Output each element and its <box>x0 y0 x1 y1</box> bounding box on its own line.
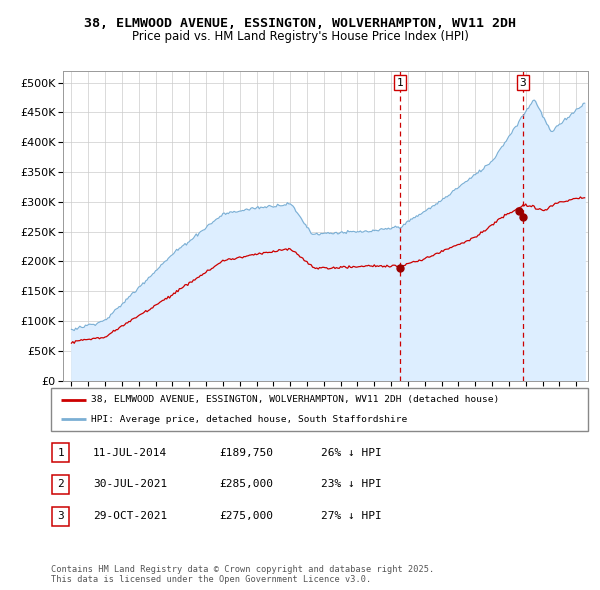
Text: £285,000: £285,000 <box>219 480 273 489</box>
Text: £189,750: £189,750 <box>219 448 273 457</box>
Text: 38, ELMWOOD AVENUE, ESSINGTON, WOLVERHAMPTON, WV11 2DH (detached house): 38, ELMWOOD AVENUE, ESSINGTON, WOLVERHAM… <box>91 395 500 404</box>
Text: HPI: Average price, detached house, South Staffordshire: HPI: Average price, detached house, Sout… <box>91 415 407 424</box>
Text: 29-OCT-2021: 29-OCT-2021 <box>93 512 167 521</box>
Text: 38, ELMWOOD AVENUE, ESSINGTON, WOLVERHAMPTON, WV11 2DH: 38, ELMWOOD AVENUE, ESSINGTON, WOLVERHAM… <box>84 17 516 30</box>
Text: 30-JUL-2021: 30-JUL-2021 <box>93 480 167 489</box>
Text: 1: 1 <box>57 448 64 457</box>
FancyBboxPatch shape <box>52 443 69 462</box>
Text: £275,000: £275,000 <box>219 512 273 521</box>
Text: 26% ↓ HPI: 26% ↓ HPI <box>321 448 382 457</box>
Text: 3: 3 <box>57 512 64 521</box>
Text: 1: 1 <box>397 78 403 88</box>
Text: Contains HM Land Registry data © Crown copyright and database right 2025.
This d: Contains HM Land Registry data © Crown c… <box>51 565 434 584</box>
Text: 2: 2 <box>57 480 64 489</box>
Text: 27% ↓ HPI: 27% ↓ HPI <box>321 512 382 521</box>
FancyBboxPatch shape <box>52 507 69 526</box>
Text: Price paid vs. HM Land Registry's House Price Index (HPI): Price paid vs. HM Land Registry's House … <box>131 30 469 43</box>
Text: 11-JUL-2014: 11-JUL-2014 <box>93 448 167 457</box>
Text: 23% ↓ HPI: 23% ↓ HPI <box>321 480 382 489</box>
FancyBboxPatch shape <box>52 475 69 494</box>
Text: 3: 3 <box>520 78 526 88</box>
